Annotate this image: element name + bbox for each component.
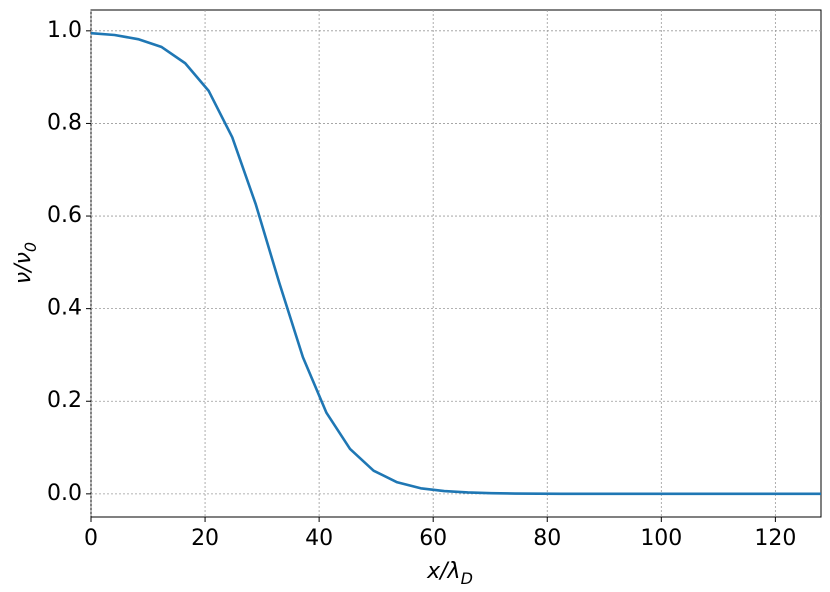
x-label-main: x/λ [426,559,460,584]
x-label-sub: D [461,569,473,588]
x-tick-label: 20 [191,526,219,551]
x-tick-label: 0 [84,526,98,551]
x-tick-label: 100 [640,526,682,551]
y-tick-label: 0.6 [47,203,82,228]
x-tick-label: 40 [305,526,333,551]
x-axis-label: x/λD [426,559,473,588]
y-tick-label: 0.8 [47,110,82,135]
y-label-main: ν/ν [11,252,36,284]
x-tick-label: 80 [533,526,561,551]
plot-frame [90,9,822,518]
y-axis-label: ν/ν0 [11,242,40,284]
y-tick-label: 1.0 [47,18,82,43]
data-line [90,31,821,496]
y-tick-label: 0.4 [47,296,82,321]
y-label-sub: 0 [21,242,40,252]
x-tick-label: 60 [419,526,447,551]
y-tick-label: 0.2 [47,388,82,413]
y-tick-label: 0.0 [47,481,82,506]
x-tick-label: 120 [754,526,796,551]
